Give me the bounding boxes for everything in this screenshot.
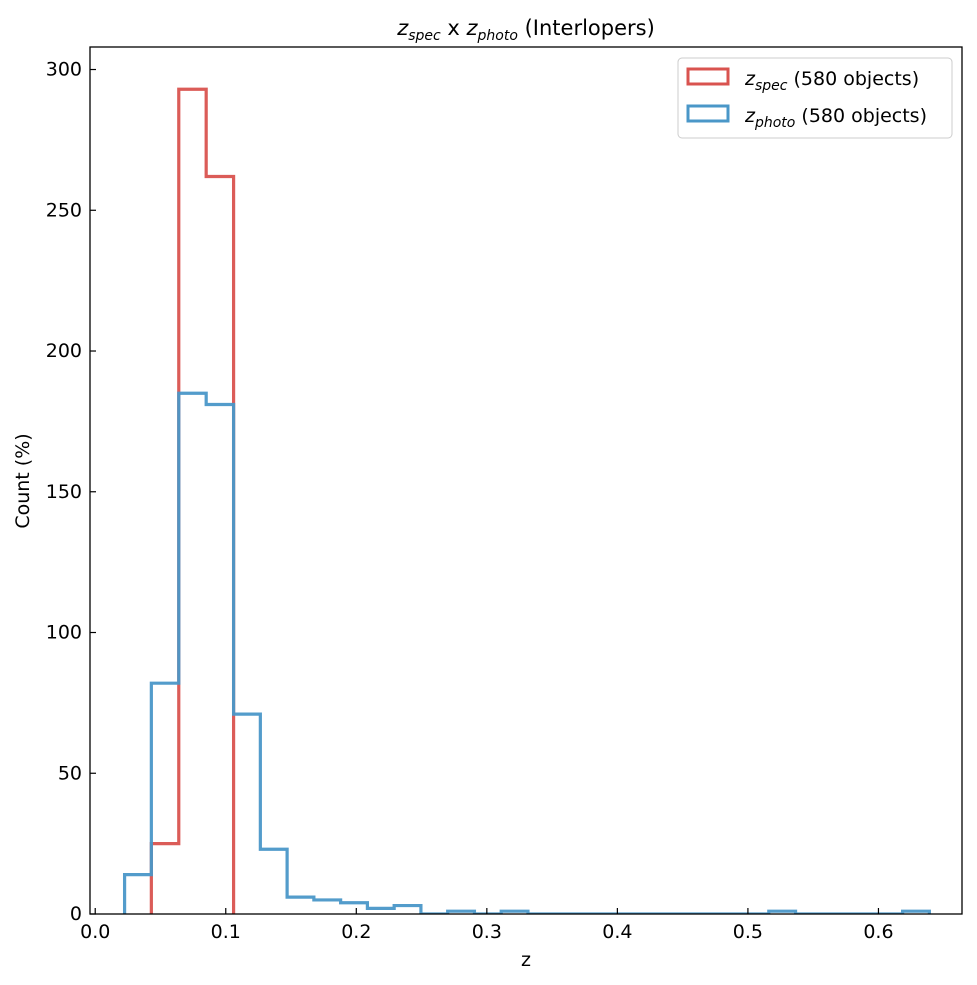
histogram-series-zspec (149, 87, 236, 914)
x-tick-label: 0.1 (211, 921, 241, 943)
y-tick-label: 300 (46, 59, 82, 81)
plot-frame (89, 46, 963, 915)
y-axis-label: Count (%) (12, 433, 34, 528)
y-tick-label: 200 (46, 340, 82, 362)
x-tick-label: 0.6 (863, 921, 893, 943)
x-tick-label: 0.3 (472, 921, 502, 943)
y-tick-label: 50 (58, 762, 82, 784)
legend-swatch-zphoto (686, 104, 730, 123)
x-tick-label: 0.5 (733, 921, 763, 943)
histogram-series-zphoto (122, 391, 931, 914)
legend-label-zspec: zspec (580 objects) (744, 68, 919, 94)
y-tick-label: 150 (46, 481, 82, 503)
y-tick-label: 0 (70, 903, 82, 925)
legend-box (677, 57, 953, 139)
x-tick-label: 0.0 (80, 921, 110, 943)
x-tick-label: 0.2 (341, 921, 371, 943)
chart-title: zspec x zphoto (Interlopers) (396, 16, 655, 44)
x-axis-label: z (521, 949, 531, 971)
legend-label-zphoto: zphoto (580 objects) (744, 105, 927, 131)
x-tick-label: 0.4 (602, 921, 632, 943)
y-tick-label: 250 (46, 199, 82, 221)
legend: zspec (580 objects) zphoto (580 objects) (677, 57, 953, 139)
y-tick-label: 100 (46, 622, 82, 644)
legend-swatch-zspec (686, 67, 730, 86)
